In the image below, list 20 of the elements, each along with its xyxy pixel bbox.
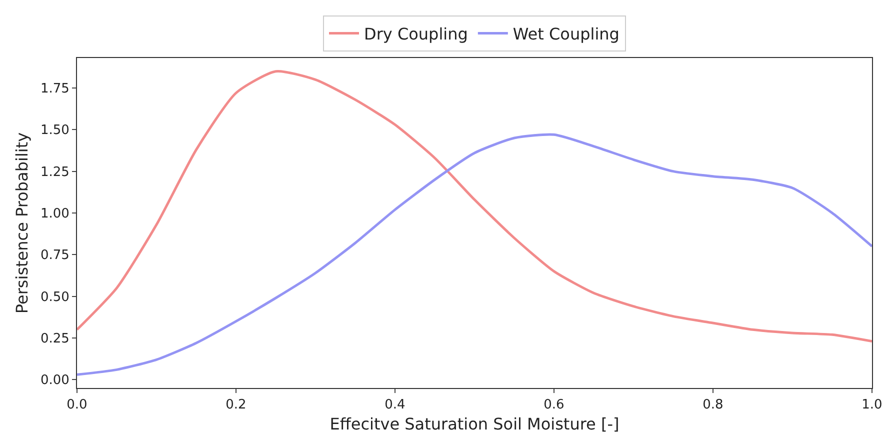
line-series [77, 70, 872, 343]
y-axis-title: Persistence Probability [12, 132, 32, 314]
y-tick-label: 0.25 [40, 332, 70, 347]
legend-label: Wet Coupling [512, 24, 620, 44]
x-axis-title: Effecitve Saturation Soil Moisture [-] [330, 414, 620, 434]
x-tick-label: 0.4 [384, 398, 406, 413]
y-tick-label: 0.50 [40, 290, 70, 305]
x-tick-label: 0.0 [66, 398, 88, 413]
x-tick-label: 0.2 [226, 398, 246, 413]
y-tick-label: 1.25 [40, 164, 70, 180]
y-tick-label: 1.75 [40, 82, 70, 97]
x-tick-label: 0.8 [702, 398, 724, 413]
x-tick-label: 1.0 [862, 398, 882, 413]
line-series [77, 133, 872, 376]
x-tick-label: 0.6 [544, 398, 564, 413]
y-tick-label: 1.50 [40, 123, 70, 138]
y-tick-label: 1.00 [40, 206, 70, 222]
y-tick-label: 0.75 [40, 248, 70, 264]
y-tick-label: 0.00 [40, 373, 70, 388]
legend-label: Dry Coupling [364, 24, 468, 44]
